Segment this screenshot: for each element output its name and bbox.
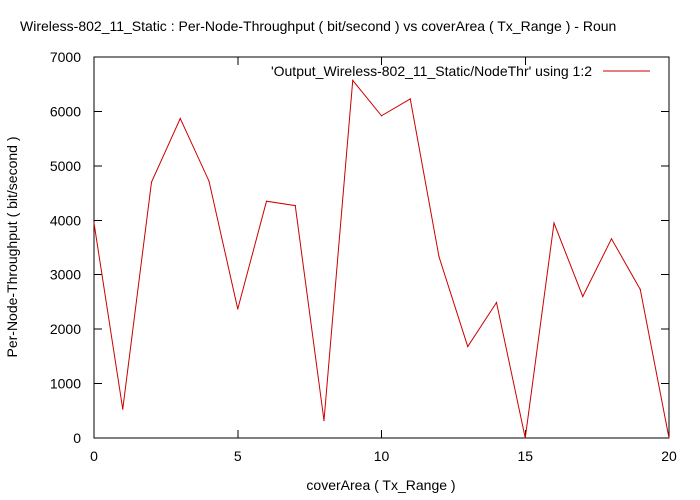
data-point [150,181,153,183]
legend: 'Output_Wireless-802_11_Static/NodeThr' … [271,63,650,79]
data-point [668,437,670,439]
data-point [467,345,469,348]
x-tick-label: 10 [374,448,390,464]
data-point [582,295,584,298]
plot-frame [93,56,670,439]
data-point [553,222,555,224]
data-point [639,288,641,291]
y-tick-label: 1000 [50,376,81,392]
data-point [352,79,354,82]
data-point [237,308,239,310]
x-tick-label: 15 [517,448,533,464]
y-tick-label: 6000 [50,103,81,119]
y-tick-label: 3000 [50,267,81,283]
data-point [93,222,95,224]
x-tick-label: 20 [661,448,677,464]
data-point [610,238,613,240]
series-line [93,79,670,439]
x-tick-label: 5 [234,448,242,464]
data-point [380,115,383,117]
y-tick-label: 5000 [50,158,81,174]
data-point [438,256,440,258]
data-point [265,200,268,202]
y-axis-label: Per-Node-Throughput ( bit/second ) [4,137,20,358]
chart-title: Wireless-802_11_Static : Per-Node-Throug… [20,18,616,34]
x-axis-label: coverArea ( Tx_Range ) [306,477,455,493]
data-point [323,419,325,422]
y-tick-label: 2000 [50,321,81,337]
data-point [179,117,181,120]
data-point [495,301,498,304]
y-tick-label: 7000 [50,49,81,65]
legend-label: 'Output_Wireless-802_11_Static/NodeThr' … [271,63,592,79]
data-point [409,98,411,100]
data-point [208,180,210,182]
y-tick-label: 0 [73,430,81,446]
data-point [524,437,526,439]
data-point [294,204,296,207]
data-point [122,408,124,410]
x-tick-label: 0 [90,448,98,464]
y-tick-label: 4000 [50,212,81,228]
